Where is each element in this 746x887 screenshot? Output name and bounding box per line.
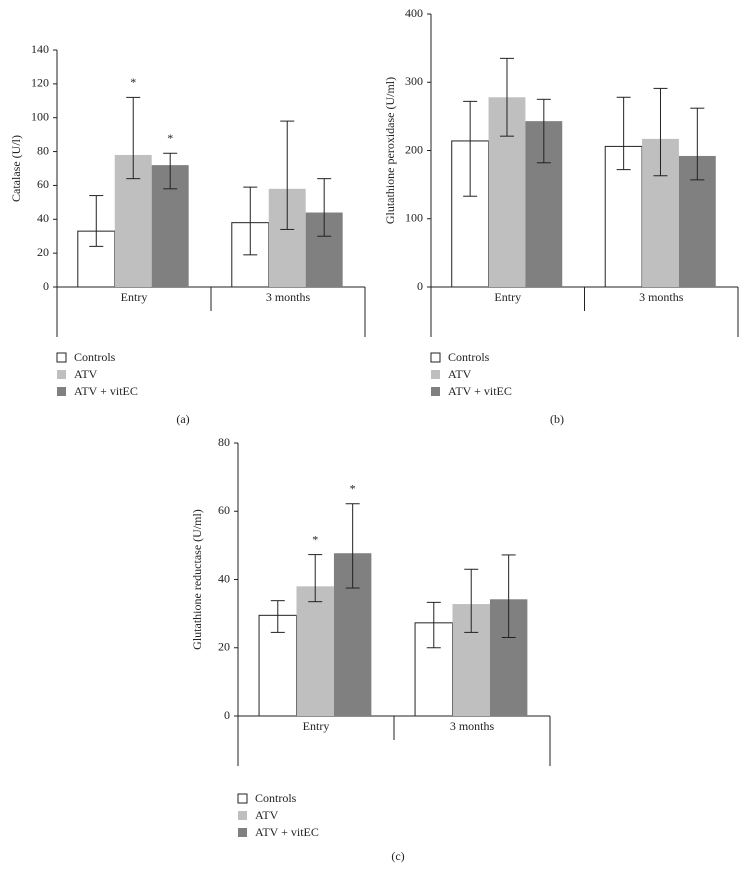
caption: (b) bbox=[550, 412, 564, 426]
y-tick-label: 300 bbox=[405, 74, 423, 88]
y-tick-label: 20 bbox=[37, 245, 49, 259]
x-tick-label: Entry bbox=[121, 290, 148, 304]
y-tick-label: 0 bbox=[43, 279, 49, 293]
legend-label: ATV + vitEC bbox=[74, 384, 138, 398]
y-tick-label: 200 bbox=[405, 142, 423, 156]
legend-swatch bbox=[238, 828, 247, 837]
caption: (c) bbox=[391, 849, 404, 863]
y-tick-label: 0 bbox=[417, 279, 423, 293]
y-tick-label: 400 bbox=[405, 6, 423, 20]
y-tick-label: 40 bbox=[37, 211, 49, 225]
caption: (a) bbox=[176, 412, 189, 426]
legend-label: ATV + vitEC bbox=[448, 384, 512, 398]
significance-mark: * bbox=[312, 532, 318, 546]
legend-swatch bbox=[237, 793, 248, 804]
y-axis-label: Glutathione peroxidase (U/ml) bbox=[383, 77, 397, 224]
legend-label: ATV bbox=[74, 367, 98, 381]
x-tick-label: 3 months bbox=[639, 290, 684, 304]
legend-label: ATV + vitEC bbox=[255, 825, 319, 839]
legend-label: Controls bbox=[74, 350, 116, 364]
legend-swatch bbox=[431, 370, 440, 379]
significance-mark: * bbox=[350, 481, 356, 495]
y-tick-label: 60 bbox=[37, 177, 49, 191]
legend-label: Controls bbox=[448, 350, 490, 364]
y-tick-label: 140 bbox=[31, 42, 49, 56]
y-tick-label: 40 bbox=[218, 571, 230, 585]
y-tick-label: 20 bbox=[218, 640, 230, 654]
y-tick-label: 120 bbox=[31, 76, 49, 90]
legend-swatch bbox=[57, 387, 66, 396]
y-axis-label: Catalase (U/l) bbox=[9, 135, 23, 202]
x-tick-label: Entry bbox=[494, 290, 521, 304]
x-tick-label: Entry bbox=[303, 719, 330, 733]
legend-label: ATV bbox=[255, 808, 279, 822]
significance-mark: * bbox=[167, 131, 173, 145]
y-axis-label: Glutathione reductase (U/ml) bbox=[190, 509, 204, 650]
legend-swatch bbox=[430, 352, 441, 363]
legend-label: ATV bbox=[448, 367, 472, 381]
x-tick-label: 3 months bbox=[450, 719, 495, 733]
legend-swatch bbox=[431, 387, 440, 396]
legend-swatch bbox=[57, 370, 66, 379]
x-tick-label: 3 months bbox=[266, 290, 311, 304]
y-tick-label: 60 bbox=[218, 503, 230, 517]
legend-swatch bbox=[238, 811, 247, 820]
bar bbox=[296, 586, 334, 716]
significance-mark: * bbox=[130, 75, 136, 89]
legend-swatch bbox=[56, 352, 67, 363]
y-tick-label: 100 bbox=[405, 211, 423, 225]
y-tick-label: 100 bbox=[31, 109, 49, 123]
y-tick-label: 80 bbox=[218, 435, 230, 449]
legend-label: Controls bbox=[255, 791, 297, 805]
y-tick-label: 80 bbox=[37, 143, 49, 157]
y-tick-label: 0 bbox=[224, 708, 230, 722]
